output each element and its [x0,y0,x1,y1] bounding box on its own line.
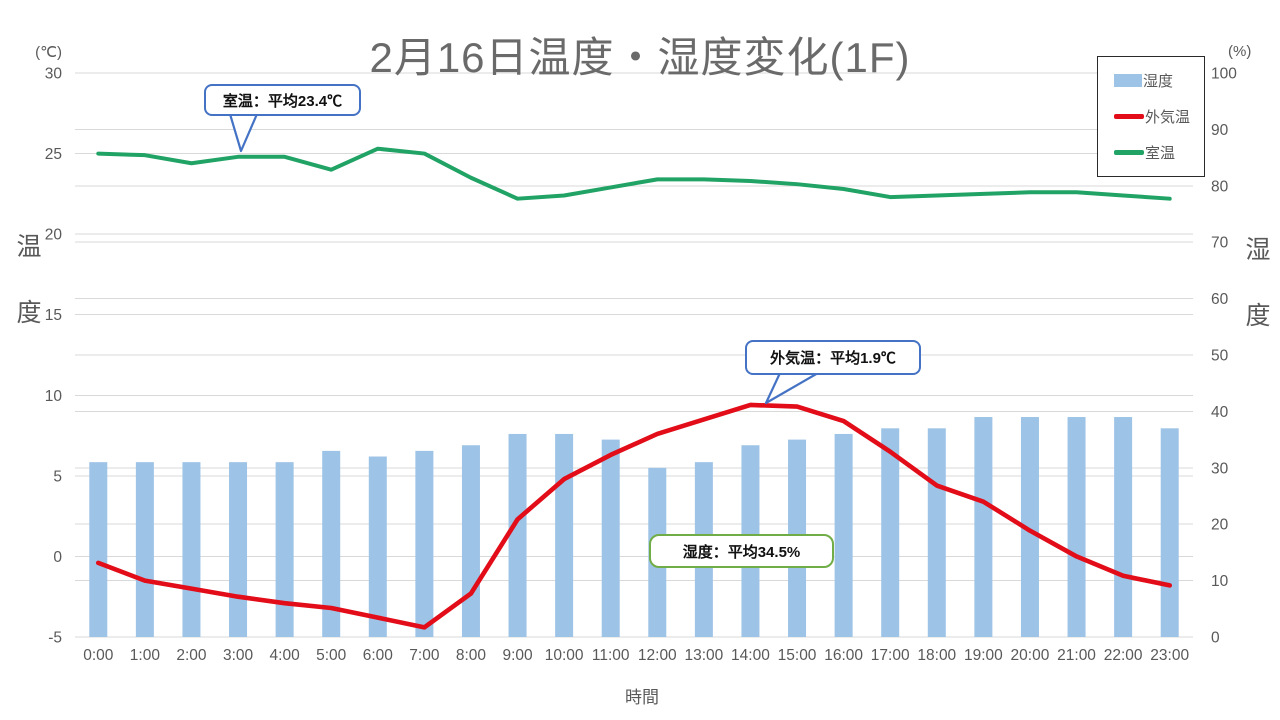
right-axis-tick-label: 30 [1211,460,1229,477]
x-axis-tick-label: 16:00 [824,647,863,664]
humidity-bar [927,428,946,637]
outdoor-temp-line-swatch [1114,113,1144,119]
left-axis-tick-label: 10 [45,388,63,405]
legend-item-humidity: 湿度 [1114,70,1200,91]
x-axis-tick-label: 7:00 [409,647,440,664]
x-axis-tick-label: 11:00 [592,647,630,664]
x-axis-tick-label: 10:00 [545,647,584,664]
legend-label: 室温 [1145,144,1176,162]
x-axis-tick-label: 3:00 [223,647,254,664]
humidity-bar [555,433,574,637]
chart-title: 2月16日温度・湿度変化(1F) [369,34,911,81]
humidity-bar [322,450,341,637]
legend-label: 湿度 [1143,73,1174,91]
humidity-bar [1067,417,1086,637]
humidity-bar [834,433,853,637]
legend-label: 外気温 [1145,108,1191,126]
right-axis-tick-label: 80 [1211,178,1229,195]
left-axis-unit: (℃) [35,44,62,61]
humidity-bar-swatch [1114,74,1142,88]
humidity-bar [461,445,480,637]
x-axis-tick-label: 15:00 [778,647,817,664]
right-axis-tick-label: 90 [1211,122,1229,139]
legend: 湿度 外気温 室温 [1097,56,1205,177]
x-axis-tick-label: 8:00 [456,647,487,664]
humidity-bar [1020,417,1039,637]
humidity-bar [229,462,248,637]
x-axis-tick-label: 22:00 [1104,647,1143,664]
outdoor-temp-average-callout: 外気温：平均1.9℃ [745,340,921,375]
x-axis-tick-label: 12:00 [638,647,677,664]
right-axis-tick-label: 60 [1211,291,1229,308]
humidity-bar [974,417,993,637]
left-axis-tick-label: 30 [45,66,63,83]
room-temp-line [96,146,1172,201]
humidity-bar [1160,428,1179,637]
outdoor-temp-line [95,402,1173,630]
right-axis-tick-label: 70 [1211,235,1229,252]
humidity-average-callout: 湿度：平均34.5% [649,534,834,568]
room-temp-average-callout: 室温：平均23.4℃ [204,84,361,116]
right-axis-unit: (%) [1228,43,1252,60]
x-axis-tick-label: 14:00 [731,647,770,664]
room-temp-callout-arrow [228,113,259,153]
x-axis-tick-label: 6:00 [363,647,394,664]
right-axis-tick-label: 10 [1211,573,1229,590]
humidity-bar [89,462,108,637]
x-axis-tick-label: 4:00 [270,647,301,664]
x-axis-tick-label: 18:00 [917,647,956,664]
right-axis-tick-label: 50 [1211,348,1229,365]
x-axis-tick-label: 5:00 [316,647,347,664]
left-axis-tick-label: 0 [53,549,62,566]
x-axis-tick-label: 9:00 [502,647,533,664]
room-temp-line-swatch [1114,149,1144,155]
humidity-bar [508,433,527,637]
humidity-bar [601,439,620,637]
right-axis-tick-label: 100 [1211,66,1237,83]
right-axis-tick-label: 40 [1211,404,1229,421]
left-axis-tick-label: 20 [45,227,63,244]
x-axis-tick-label: 0:00 [83,647,114,664]
outdoor-temp-callout-arrow [764,372,819,405]
legend-item-room-temp: 室温 [1114,142,1200,163]
humidity-bar [135,462,154,637]
x-axis-tick-label: 23:00 [1150,647,1189,664]
x-axis-tick-label: 13:00 [684,647,723,664]
right-axis-title: 湿度 [1242,236,1270,368]
x-axis-tick-label: 21:00 [1057,647,1096,664]
right-axis-tick-label: 20 [1211,517,1229,534]
x-axis-tick-label: 1:00 [130,647,161,664]
humidity-bar [1114,417,1133,637]
x-axis-tick-label: 2:00 [176,647,207,664]
left-axis-tick-label: 5 [53,468,62,485]
left-axis-tick-label: -5 [48,630,62,647]
humidity-bar [275,462,294,637]
left-axis-title: 温度 [13,233,41,365]
humidity-bar [182,462,201,637]
x-axis-tick-label: 17:00 [871,647,910,664]
humidity-bar [881,428,900,637]
left-axis-tick-label: 15 [45,307,62,324]
x-axis-title: 時間 [625,688,659,707]
humidity-bar [368,456,387,637]
x-axis-tick-label: 19:00 [964,647,1003,664]
x-axis-tick-label: 20:00 [1011,647,1050,664]
legend-item-outdoor-temp: 外気温 [1114,106,1200,127]
left-axis-tick-label: 25 [45,146,62,163]
humidity-bar [415,450,434,637]
right-axis-tick-label: 0 [1211,630,1220,647]
